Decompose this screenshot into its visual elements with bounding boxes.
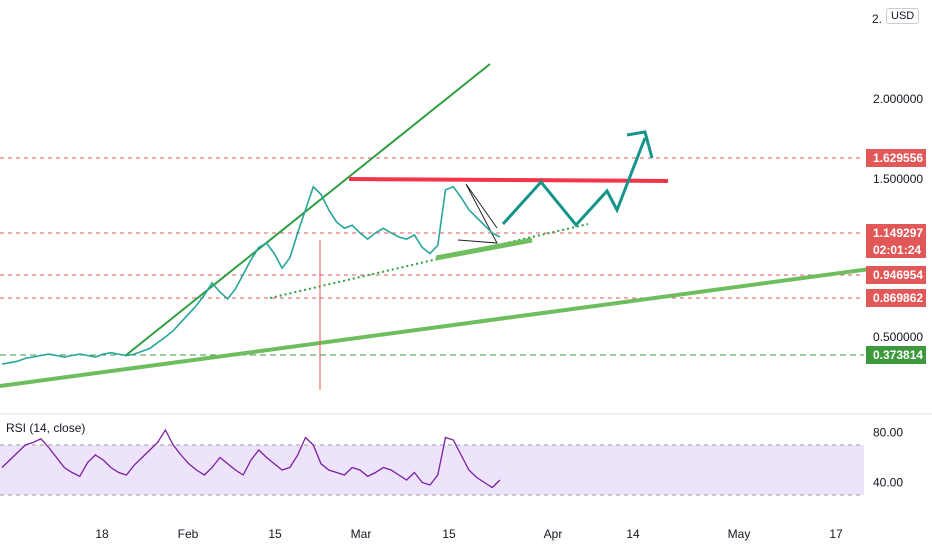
trend-drawings[interactable] bbox=[0, 63, 871, 390]
time-tick: Apr bbox=[544, 527, 563, 541]
price-axis-ticks: 2. 2.000000 1.500000 0.500000 bbox=[872, 12, 923, 344]
price-series-line bbox=[1, 185, 501, 365]
time-tick: 15 bbox=[268, 527, 282, 541]
projection-path[interactable] bbox=[501, 137, 647, 228]
time-tick: Feb bbox=[178, 527, 199, 541]
price-tick: 0.500000 bbox=[873, 330, 923, 344]
price-level-label: 1.629556 bbox=[873, 151, 923, 165]
wedge-support-line[interactable] bbox=[435, 237, 533, 261]
price-level-label: 1.149297 bbox=[873, 226, 923, 240]
price-level-badge bbox=[866, 346, 926, 364]
projection-arrowhead bbox=[626, 130, 654, 159]
rsi-tick: 80.00 bbox=[873, 426, 903, 440]
wedge-pattern[interactable] bbox=[457, 183, 498, 244]
channel-upper-line[interactable] bbox=[124, 63, 491, 357]
price-level-label: 0.869862 bbox=[873, 291, 923, 305]
price-level-badge bbox=[866, 224, 926, 258]
price-tick: 2.000000 bbox=[873, 92, 923, 106]
countdown-label: 02:01:24 bbox=[873, 243, 921, 257]
rsi-band bbox=[0, 445, 864, 495]
rsi-axis-ticks: 80.00 40.00 bbox=[873, 426, 903, 490]
dotted-trendline[interactable] bbox=[269, 223, 589, 299]
time-tick: 15 bbox=[442, 527, 456, 541]
time-axis: 18 Feb 15 Mar 15 Apr 14 May 17 bbox=[95, 527, 843, 541]
rsi-line bbox=[1, 428, 501, 489]
time-tick: 18 bbox=[95, 527, 109, 541]
time-tick: 14 bbox=[626, 527, 640, 541]
price-level-badge bbox=[866, 266, 926, 284]
level-lines bbox=[0, 157, 864, 356]
price-level-label: 0.946954 bbox=[873, 268, 923, 282]
resistance-line[interactable] bbox=[348, 177, 669, 183]
price-level-badge bbox=[866, 289, 926, 307]
currency-selector[interactable]: USD bbox=[886, 8, 920, 24]
price-tick: 1.500000 bbox=[873, 172, 923, 186]
time-tick: May bbox=[728, 527, 751, 541]
rsi-tick: 40.00 bbox=[873, 476, 903, 490]
price-badges: 1.629556 1.149297 02:01:24 0.946954 0.869862… bbox=[866, 149, 926, 364]
rsi-indicator-label[interactable]: RSI (14, close) bbox=[6, 421, 86, 435]
price-level-badge bbox=[866, 149, 926, 167]
price-tick-top: 2. bbox=[872, 12, 882, 26]
time-tick: Mar bbox=[351, 527, 372, 541]
support-trendline[interactable] bbox=[0, 267, 871, 388]
time-tick: 17 bbox=[829, 527, 843, 541]
price-level-label: 0.373814 bbox=[873, 348, 923, 362]
